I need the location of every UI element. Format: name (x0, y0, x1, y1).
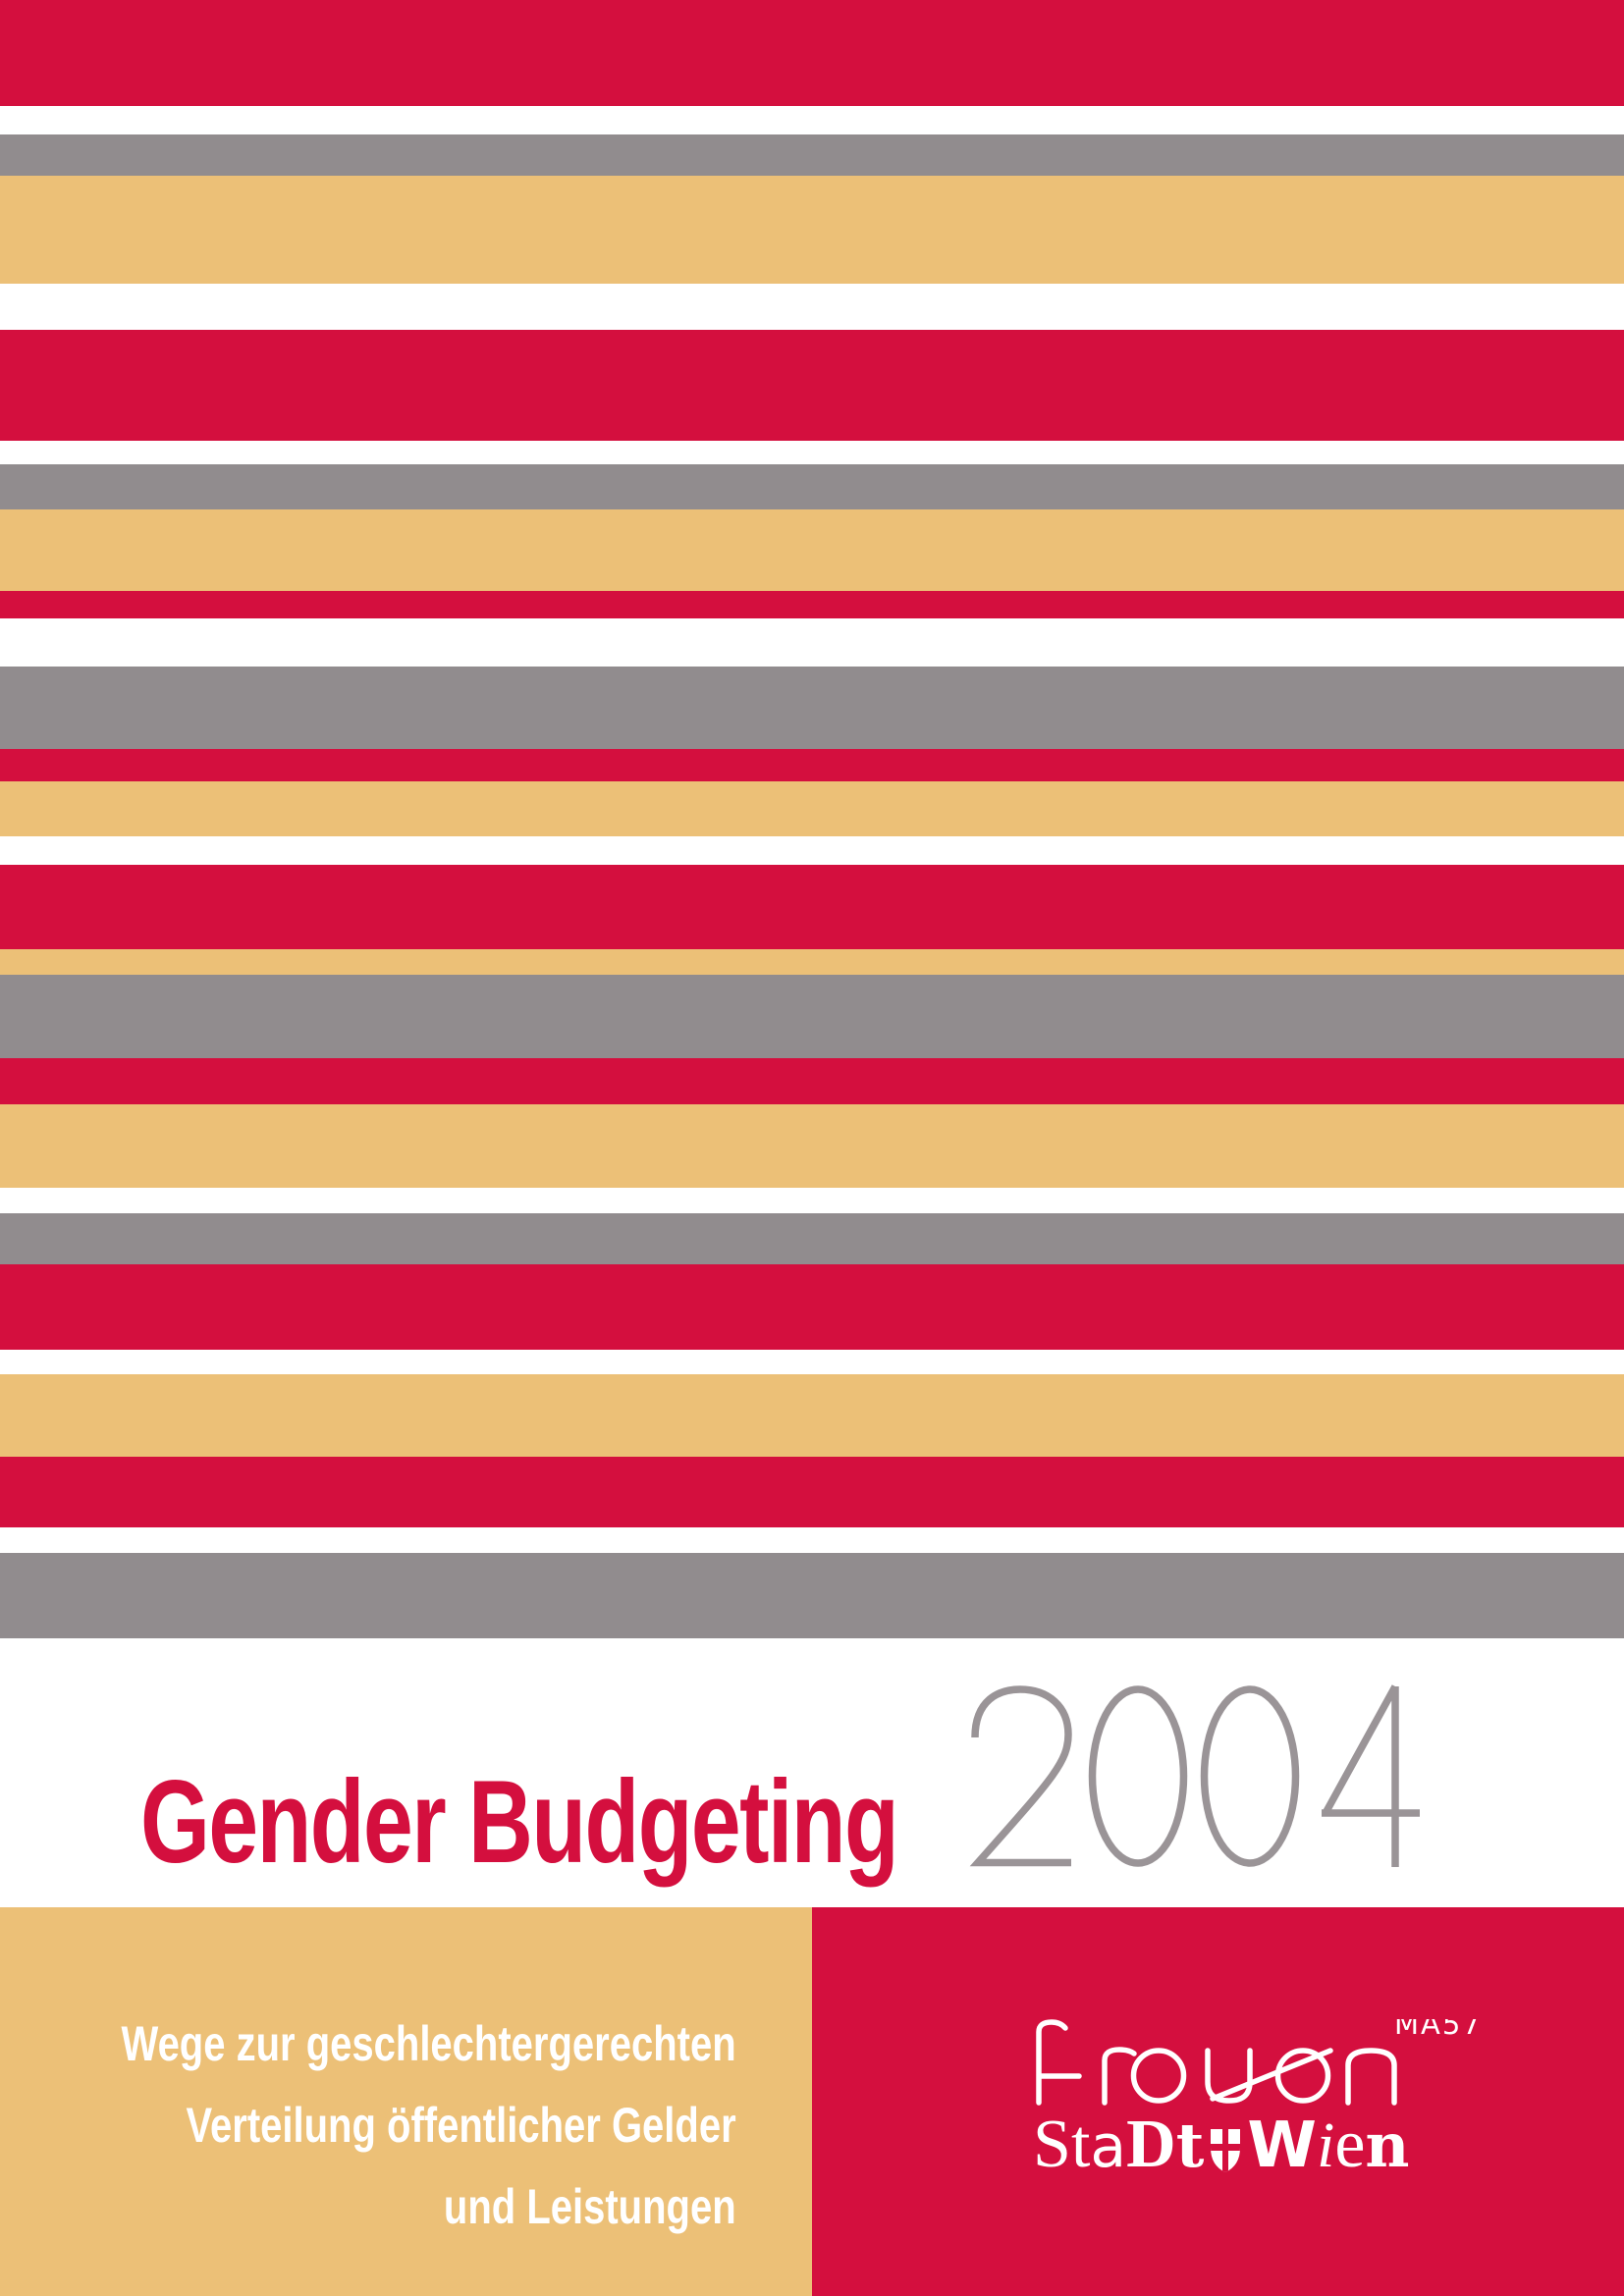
stripe-red (0, 330, 1624, 441)
stripe-gray (0, 134, 1624, 176)
letter-f (1036, 2019, 1082, 2106)
letter-e: e (1334, 2107, 1366, 2182)
stripe-gray (0, 1553, 1624, 1638)
stripe-red (0, 0, 1624, 106)
letter-a (1130, 2048, 1187, 2104)
stripe-white (0, 1350, 1624, 1374)
digit-0 (1088, 1685, 1188, 1867)
stadt-wien-wordmark: StaDt Wien (1033, 2107, 1410, 2195)
letter-e (1274, 2048, 1331, 2104)
dept-label: MA57 (1394, 2019, 1483, 2041)
letter-t: t (1070, 2107, 1091, 2182)
stripe-red (0, 1457, 1624, 1527)
frauen-logo: MA57 (1036, 2019, 1483, 2106)
stripe-white (0, 618, 1624, 667)
stripe-white (0, 1188, 1624, 1213)
stripe-red (0, 1058, 1624, 1104)
letter-e-slash (1210, 2048, 1333, 2102)
subtitle-line: Verteilung öffentlicher Gelder (186, 2098, 736, 2153)
stripe-red (0, 865, 1624, 949)
stripe-tan (0, 1374, 1624, 1457)
subtitle-line: Wege zur geschlechtergerechten (121, 2016, 736, 2071)
stripe-gray (0, 667, 1624, 749)
stripe-white (0, 836, 1624, 865)
stripe-white (0, 106, 1624, 134)
logo-block: MA57 StaDt Wien (812, 1907, 1624, 2296)
letter-S: S (1033, 2107, 1071, 2182)
stripe-tan (0, 1104, 1624, 1188)
stripe-red (0, 591, 1624, 618)
letter-n: n (1365, 2109, 1410, 2181)
stripe-tan (0, 781, 1624, 836)
stripe-red (0, 1264, 1624, 1350)
letter-r (1102, 2047, 1137, 2106)
stripe-tan (0, 509, 1624, 591)
letter-a: a (1090, 2112, 1127, 2181)
letter-u (1205, 2048, 1253, 2104)
letter-t: t (1175, 2109, 1205, 2181)
page-title: Gender Budgeting (140, 1756, 899, 1888)
subtitle-line: und Leistungen (444, 2179, 736, 2234)
letter-D: D (1126, 2107, 1176, 2182)
stripe-white (0, 441, 1624, 464)
stripe-tan (0, 949, 1624, 975)
letter-W: W (1247, 2109, 1317, 2182)
stripe-white (0, 1527, 1624, 1553)
letter-i: i (1316, 2109, 1335, 2181)
digit-2 (969, 1685, 1072, 1867)
stripe-gray (0, 975, 1624, 1058)
digit-0 (1200, 1685, 1300, 1867)
wien-shield-icon (1211, 2129, 1241, 2172)
letter-n (1345, 2048, 1397, 2106)
stripe-gray (0, 464, 1624, 509)
subtitle-block: Wege zur geschlechtergerechten Verteilun… (0, 1907, 812, 2296)
stripe-white (0, 284, 1624, 330)
subtitle: Wege zur geschlechtergerechten Verteilun… (122, 2003, 736, 2248)
digit-4 (1322, 1684, 1420, 1867)
stripe-red (0, 749, 1624, 781)
year-2004 (969, 1684, 1420, 1867)
stripe-gray (0, 1213, 1624, 1264)
stripe-tan (0, 176, 1624, 284)
